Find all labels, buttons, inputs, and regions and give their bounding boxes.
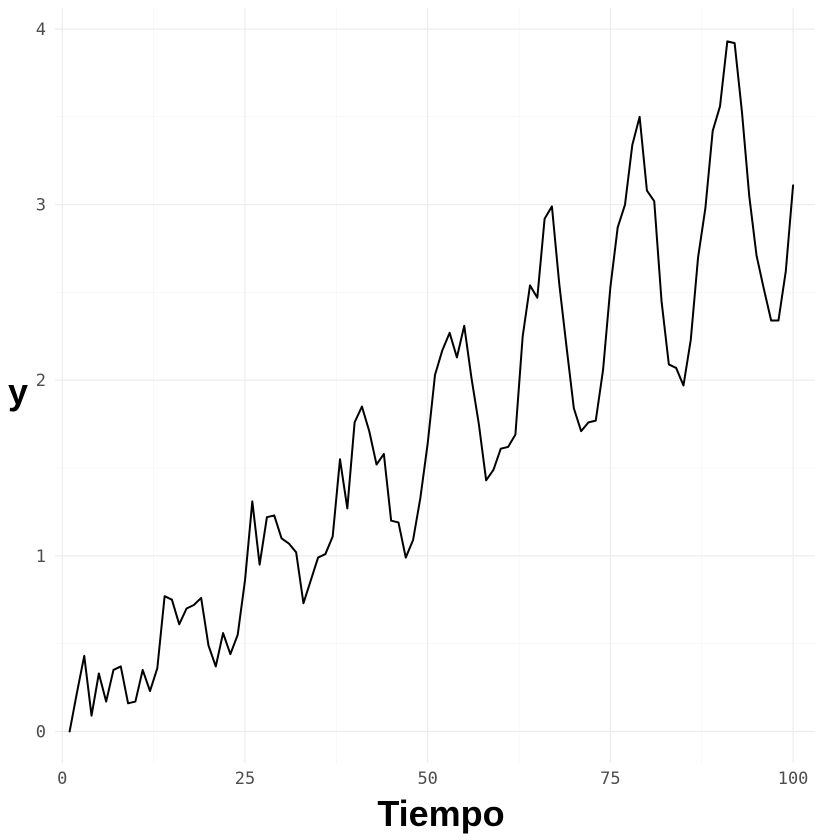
- series-line: [68, 40, 795, 733]
- y-tick-label: 2: [36, 371, 46, 391]
- x-tick-label: 50: [417, 769, 437, 789]
- y-tick-label: 4: [36, 20, 46, 40]
- x-axis-title: Tiempo: [377, 793, 504, 834]
- x-tick-label: 100: [778, 769, 809, 789]
- y-tick-label: 3: [36, 196, 46, 216]
- plot-grid: [55, 8, 815, 763]
- x-axis-ticks: 0 25 50 75 100: [57, 769, 808, 789]
- y-tick-label: 1: [36, 547, 46, 567]
- y-axis-title: y: [8, 371, 28, 412]
- y-tick-label: 0: [36, 722, 46, 742]
- y-axis-ticks: 0 1 2 3 4: [36, 20, 46, 742]
- x-tick-label: 25: [235, 769, 255, 789]
- x-tick-label: 0: [57, 769, 67, 789]
- x-tick-label: 75: [600, 769, 620, 789]
